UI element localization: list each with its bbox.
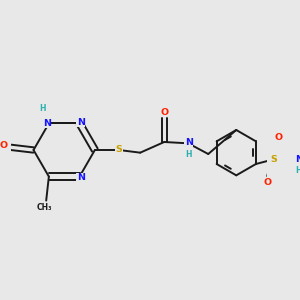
- Text: N: N: [185, 138, 193, 147]
- Text: S: S: [116, 145, 122, 154]
- Text: O: O: [263, 178, 272, 187]
- Text: N: N: [295, 155, 300, 164]
- Text: O: O: [274, 133, 283, 142]
- Text: CH₃: CH₃: [37, 203, 52, 212]
- Text: N: N: [77, 173, 85, 182]
- Text: S: S: [271, 155, 277, 164]
- Text: H: H: [185, 149, 192, 158]
- Text: N: N: [43, 119, 51, 128]
- Text: H: H: [39, 104, 45, 113]
- Text: O: O: [161, 108, 169, 117]
- Text: O: O: [0, 141, 8, 150]
- Text: N: N: [77, 118, 85, 127]
- Text: H: H: [296, 166, 300, 175]
